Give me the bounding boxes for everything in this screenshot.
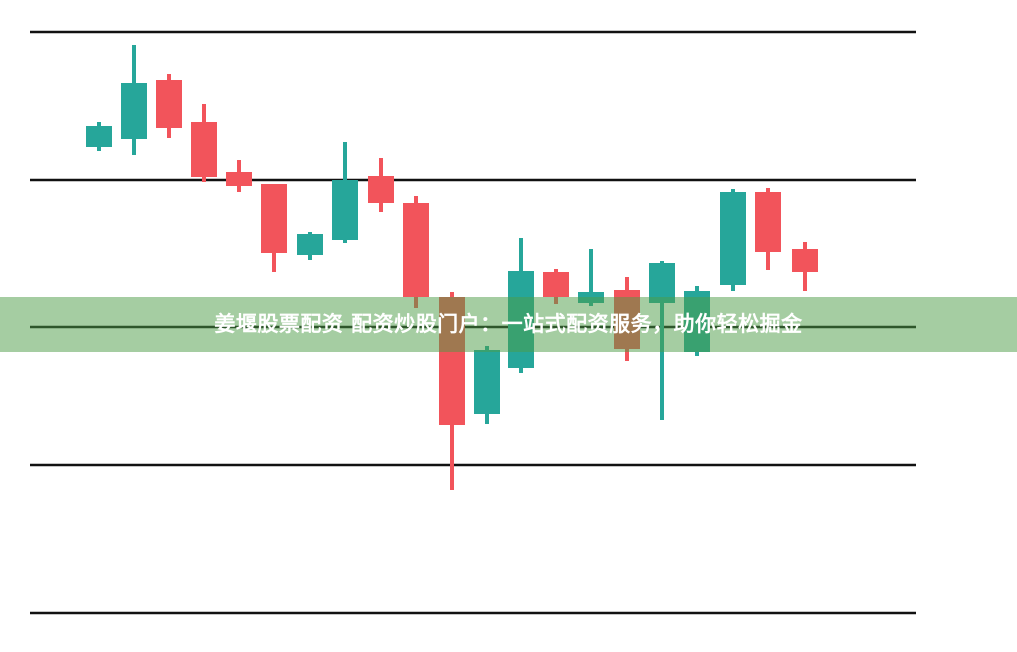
candlestick: [403, 196, 429, 308]
candlestick: [191, 104, 217, 182]
candlestick: [720, 189, 746, 291]
candle-body: [543, 272, 569, 297]
candle-body: [403, 203, 429, 297]
title-banner: 姜堰股票配资 配资炒股门户：一站式配资服务，助你轻松掘金: [0, 297, 1017, 352]
candle-body: [261, 184, 287, 253]
candle-body: [368, 176, 394, 203]
candle-wick: [589, 249, 593, 306]
candlestick: [332, 142, 358, 243]
candlestick: [297, 232, 323, 260]
candlestick: [474, 346, 500, 424]
candlestick: [86, 122, 112, 151]
candle-body: [474, 350, 500, 414]
candle-body: [86, 126, 112, 147]
banner-title-text: 姜堰股票配资 配资炒股门户：一站式配资服务，助你轻松掘金: [214, 311, 803, 336]
candle-body: [226, 172, 252, 186]
candle-body: [191, 122, 217, 177]
candle-body: [792, 249, 818, 272]
candle-body: [121, 83, 147, 139]
candlestick: [755, 188, 781, 270]
candle-body: [720, 192, 746, 285]
candle-body: [649, 263, 675, 303]
candlestick: [226, 160, 252, 192]
candlestick: [792, 242, 818, 291]
candle-body: [332, 180, 358, 240]
candlestick: [261, 184, 287, 272]
candlestick: [368, 158, 394, 212]
candlestick: [121, 45, 147, 155]
candlestick: [156, 74, 182, 138]
candle-body: [156, 80, 182, 128]
candle-body: [297, 234, 323, 255]
candle-body: [755, 192, 781, 252]
candlestick: [543, 269, 569, 304]
